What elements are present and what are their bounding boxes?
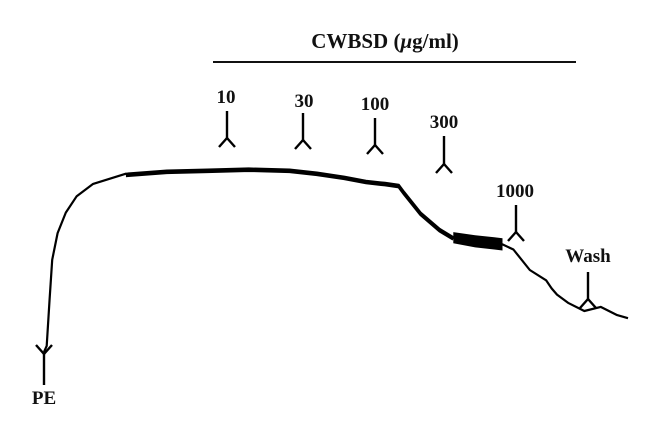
- arrow-head-icon: [294, 138, 312, 150]
- bracket-label: CWBSD (μg/ml): [311, 29, 459, 53]
- annotation-30: 30: [294, 91, 314, 150]
- annotation-1000: 1000: [496, 181, 534, 242]
- annotation-label: 30: [295, 91, 314, 112]
- annotation-label: 100: [361, 94, 390, 115]
- annotation-label: Wash: [565, 246, 611, 267]
- arrow-head-icon: [218, 136, 236, 148]
- annotation-label: 10: [217, 87, 236, 108]
- annotation-100: 100: [361, 94, 390, 155]
- annotation-wash: Wash: [565, 246, 611, 309]
- annotation-10: 10: [217, 87, 236, 148]
- tension-trace-line: [42, 167, 629, 353]
- annotation-pe: PE: [32, 344, 56, 409]
- annotation-group: PE 10 30 100 300 1000 Wash: [32, 87, 611, 409]
- arrow-head-icon: [35, 344, 53, 356]
- trace-noise-band: [125, 168, 455, 241]
- oscillation-band: [453, 232, 503, 251]
- annotation-label: PE: [32, 388, 56, 409]
- annotation-label: 300: [430, 112, 459, 133]
- arrow-head-icon: [366, 143, 384, 155]
- arrow-head-icon: [435, 162, 453, 174]
- arrow-head-icon: [579, 297, 597, 309]
- arrow-head-icon: [507, 230, 525, 242]
- annotation-300: 300: [430, 112, 459, 174]
- annotation-label: 1000: [496, 181, 534, 202]
- trace-line-group: [42, 167, 629, 353]
